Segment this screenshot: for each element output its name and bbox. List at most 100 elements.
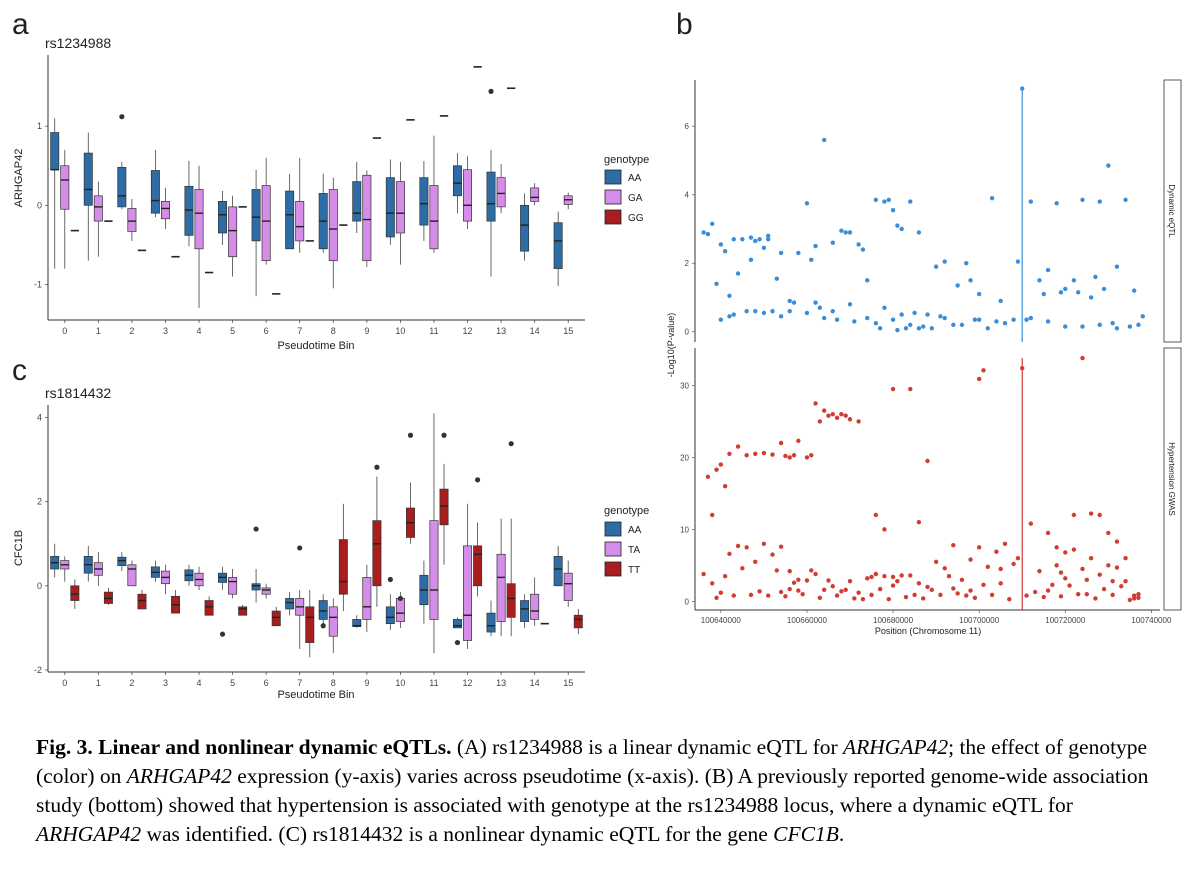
data-point — [1032, 589, 1038, 595]
box-aa-bin-4 — [184, 564, 194, 586]
panel-b-xlabel: Position (Chromosome 11) — [875, 626, 981, 636]
facet-dynamic: 0 2 4 6 — [685, 80, 1145, 342]
box-ta-bin-6 — [261, 583, 271, 599]
box-body — [204, 600, 214, 616]
x-tick-label: 2 — [129, 678, 134, 688]
outlier-point — [488, 88, 494, 94]
x-tick-label: 4 — [197, 326, 202, 336]
box-aa-bin-15 — [553, 545, 563, 587]
data-point — [1045, 530, 1051, 536]
data-point — [718, 242, 724, 247]
x-tick-label: 2 — [129, 326, 134, 336]
data-point — [778, 250, 784, 256]
data-point — [761, 541, 767, 546]
x-tick-label: 11 — [429, 678, 438, 688]
data-point — [890, 207, 896, 213]
data-point — [1136, 591, 1141, 597]
box-body — [352, 181, 362, 222]
data-point — [994, 549, 999, 554]
outlier-point — [475, 477, 481, 483]
data-point — [778, 544, 784, 549]
data-point — [1097, 512, 1102, 518]
data-point — [744, 308, 749, 314]
data-point — [1041, 291, 1046, 297]
outlier-point — [119, 114, 125, 120]
box-aa-bin-0 — [50, 543, 60, 578]
data-point — [727, 314, 732, 319]
data-point — [1110, 592, 1115, 598]
box-aa-bin-10 — [385, 159, 395, 245]
data-point — [951, 322, 956, 328]
y-tick-label: 0 — [685, 328, 690, 337]
box-ta-bin-8 — [328, 598, 338, 654]
box-body — [530, 593, 540, 620]
data-point — [804, 455, 810, 460]
box-tt-bin-15 — [573, 608, 583, 635]
box-aa-bin-7 — [285, 173, 295, 250]
x-tick-label: 15 — [563, 326, 573, 336]
outlier-point — [454, 639, 461, 646]
data-point — [976, 376, 982, 382]
data-point — [852, 319, 857, 324]
data-point — [912, 592, 917, 598]
x-tick-label: 1 — [96, 678, 101, 688]
legend-key-aa — [604, 169, 622, 185]
box-body — [218, 200, 228, 234]
data-point — [976, 291, 982, 297]
data-point — [890, 583, 896, 588]
outlier-point — [441, 432, 447, 438]
data-point — [860, 247, 866, 252]
box-body — [506, 583, 516, 618]
data-point — [895, 579, 900, 584]
box-body — [137, 593, 147, 610]
box-ga-bin-10 — [395, 161, 405, 265]
data-point — [701, 571, 706, 577]
box-body — [184, 185, 194, 236]
box-body — [318, 600, 328, 620]
x-tick-label: 7 — [297, 326, 302, 336]
x-tick-label: 11 — [429, 326, 438, 336]
x-tick-label: 3 — [163, 678, 168, 688]
data-point — [839, 228, 844, 233]
data-point — [877, 586, 883, 592]
data-point — [1080, 355, 1085, 361]
box-body — [463, 169, 473, 222]
box-body — [385, 177, 395, 238]
box-aa-bin-13 — [486, 149, 496, 277]
box-ga-bin-15 — [563, 192, 573, 210]
box-tt-bin-10 — [405, 482, 415, 544]
box-body — [520, 204, 530, 252]
box-aa-bin-3 — [150, 149, 160, 218]
x-tick-label: 14 — [530, 326, 540, 336]
data-point — [770, 308, 775, 314]
panel-label-b: b — [676, 8, 693, 41]
box-body — [452, 165, 462, 197]
box-ga-bin-4 — [194, 165, 204, 309]
facet-strip-gwas — [1163, 347, 1182, 611]
data-point — [813, 401, 818, 406]
x-tick-label: 13 — [496, 326, 506, 336]
legend-label-gg: GG — [628, 213, 644, 224]
box-ta-bin-9 — [362, 564, 372, 633]
data-point — [976, 317, 982, 322]
data-point — [908, 322, 913, 328]
data-point — [761, 310, 767, 316]
box-aa-bin-0 — [50, 118, 60, 269]
data-point — [1088, 511, 1094, 516]
y-tick-label: 0 — [37, 200, 42, 210]
data-point — [981, 582, 986, 588]
data-point — [976, 545, 982, 550]
data-point — [929, 326, 935, 331]
data-point — [1093, 274, 1098, 280]
x-tick-label: 6 — [264, 326, 269, 336]
box-body — [553, 556, 563, 587]
data-point — [951, 543, 956, 548]
data-point — [817, 595, 823, 600]
data-point — [972, 317, 978, 322]
data-point — [1084, 591, 1090, 597]
caption-gene: ARHGAP42 — [126, 764, 232, 788]
panel-c-legend-title: genotype — [604, 505, 649, 517]
outlier-point — [407, 432, 414, 438]
box-tt-bin-4 — [204, 596, 214, 616]
data-point — [1097, 572, 1102, 577]
